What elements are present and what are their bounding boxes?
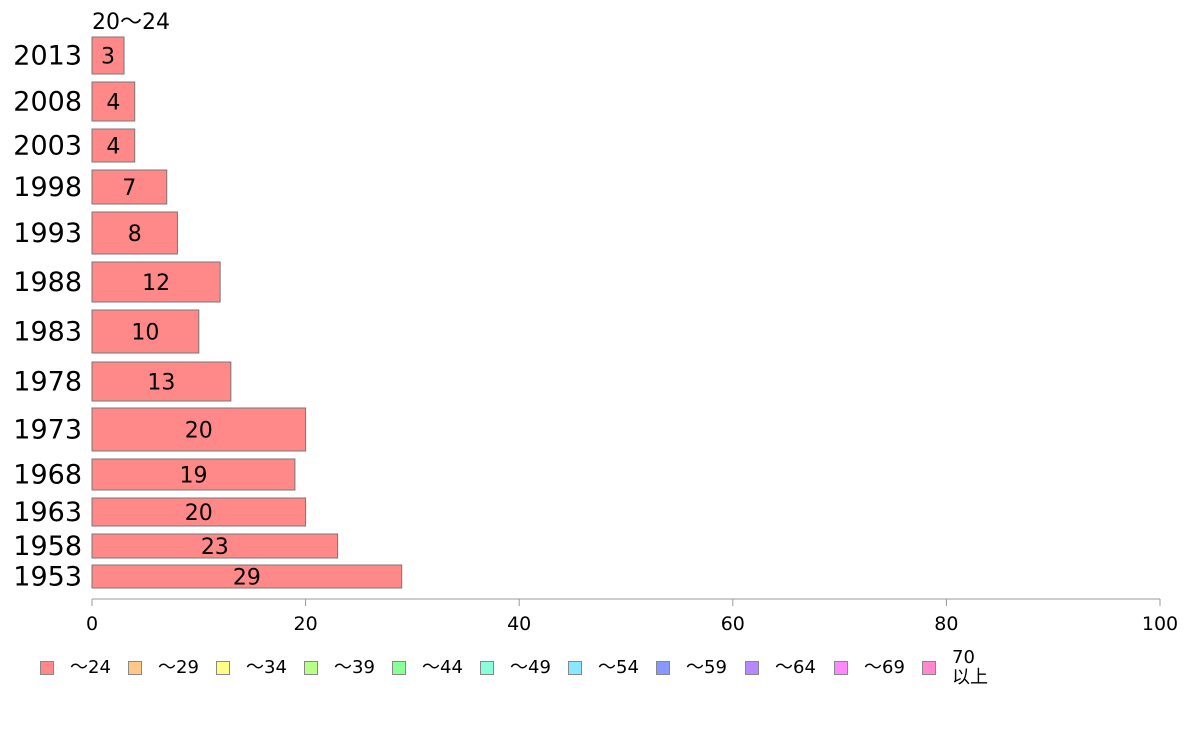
group-label: 20〜24 <box>92 10 170 35</box>
data-label-2013: 3 <box>101 45 115 70</box>
bar-1988 <box>91 261 221 303</box>
legend-label: 〜34 <box>246 657 287 678</box>
data-label-2003: 4 <box>106 135 120 160</box>
category-label-1953: 1953 <box>13 562 82 593</box>
category-label-2003: 2003 <box>13 131 82 162</box>
category-label-1993: 1993 <box>13 218 82 249</box>
legend-label: 〜59 <box>686 657 727 678</box>
bar-1958 <box>91 533 339 559</box>
legend-item: 〜34 <box>216 648 287 678</box>
legend-label: 〜64 <box>775 657 816 678</box>
category-label-2008: 2008 <box>13 87 82 118</box>
legend-swatch <box>745 661 759 675</box>
category-label-1963: 1963 <box>13 497 82 528</box>
bar-1998 <box>91 169 168 205</box>
data-label-1953: 29 <box>233 566 261 591</box>
category-label-1958: 1958 <box>13 531 82 562</box>
data-label-1993: 8 <box>128 222 142 247</box>
legend-label: 〜29 <box>158 657 199 678</box>
x-tick-label-100: 100 <box>1142 613 1178 635</box>
legend-swatch <box>922 661 936 675</box>
legend-item: 70 以上 <box>922 648 988 688</box>
data-label-1988: 12 <box>142 271 170 296</box>
x-tick-label-0: 0 <box>86 613 98 635</box>
bar-2013 <box>91 36 125 75</box>
bar-1978 <box>91 361 232 402</box>
legend-item: 〜24 <box>40 648 111 678</box>
legend-label: 〜54 <box>598 657 639 678</box>
legend-swatch <box>656 661 670 675</box>
chart-legend: 〜24 〜29 〜34 〜39 〜44 〜49 〜54 〜59 〜64 〜69 70 以上 <box>0 648 1188 698</box>
legend-swatch <box>392 661 406 675</box>
legend-swatch <box>834 661 848 675</box>
category-label-1973: 1973 <box>13 415 82 446</box>
data-label-1963: 20 <box>185 501 213 526</box>
legend-item: 〜29 <box>128 648 199 678</box>
data-label-1998: 7 <box>122 176 136 201</box>
legend-label: 〜39 <box>334 657 375 678</box>
category-label-2013: 2013 <box>13 41 82 72</box>
bar-1973 <box>91 407 307 452</box>
data-label-1958: 23 <box>201 535 229 560</box>
legend-swatch <box>568 661 582 675</box>
x-tick-label-80: 80 <box>934 613 958 635</box>
bar-1968 <box>91 458 296 491</box>
legend-label: 70 以上 <box>952 647 988 688</box>
data-label-1983: 10 <box>131 321 159 346</box>
legend-item: 〜69 <box>834 648 905 678</box>
legend-label: 〜49 <box>510 657 551 678</box>
data-label-1978: 13 <box>147 371 175 396</box>
category-label-1998: 1998 <box>13 172 82 203</box>
data-label-1973: 20 <box>185 419 213 444</box>
category-label-1978: 1978 <box>13 367 82 398</box>
x-tick-label-40: 40 <box>507 613 531 635</box>
bar-2003 <box>91 128 136 163</box>
legend-item: 〜49 <box>480 648 551 678</box>
legend-item: 〜44 <box>392 648 463 678</box>
legend-item: 〜39 <box>304 648 375 678</box>
bar-1953 <box>91 564 403 589</box>
legend-label: 〜44 <box>422 657 463 678</box>
legend-swatch <box>304 661 318 675</box>
data-label-1968: 19 <box>179 464 207 489</box>
legend-swatch <box>128 661 142 675</box>
bar-1983 <box>91 309 200 354</box>
x-tick-label-60: 60 <box>721 613 745 635</box>
legend-label: 〜69 <box>864 657 905 678</box>
category-label-1988: 1988 <box>13 267 82 298</box>
x-tick-label-20: 20 <box>294 613 318 635</box>
bar-1963 <box>91 497 307 527</box>
category-label-1968: 1968 <box>13 460 82 491</box>
category-label-1983: 1983 <box>13 317 82 348</box>
legend-swatch <box>40 661 54 675</box>
legend-swatch <box>480 661 494 675</box>
bar-2008 <box>91 81 136 122</box>
legend-item: 〜64 <box>745 648 816 678</box>
data-label-2008: 4 <box>106 91 120 116</box>
legend-item: 〜54 <box>568 648 639 678</box>
legend-item: 〜59 <box>656 648 727 678</box>
legend-label: 〜24 <box>70 657 111 678</box>
bar-1993 <box>91 211 178 255</box>
legend-swatch <box>216 661 230 675</box>
